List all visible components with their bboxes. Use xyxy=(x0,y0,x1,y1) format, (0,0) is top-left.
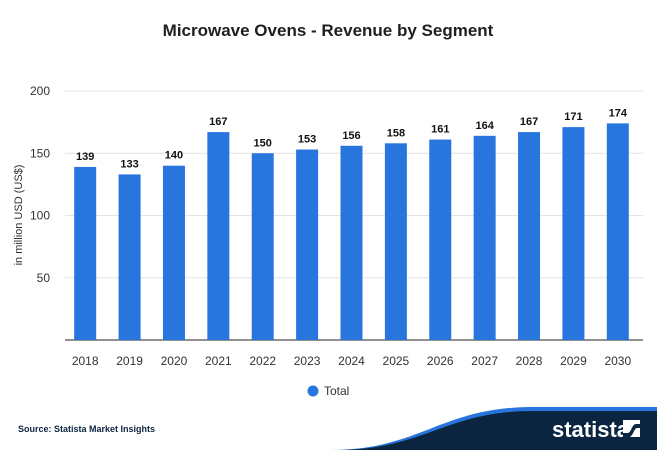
x-tick-label: 2025 xyxy=(383,354,410,368)
data-label: 140 xyxy=(165,150,183,162)
svg-text:statista: statista xyxy=(552,417,630,442)
y-tick-label: 150 xyxy=(30,146,50,160)
bar xyxy=(296,149,319,340)
x-tick-label: 2030 xyxy=(604,354,631,368)
y-tick-label: 100 xyxy=(30,209,50,223)
x-tick-label: 2023 xyxy=(294,354,321,368)
data-label: 150 xyxy=(254,137,272,149)
bar xyxy=(251,153,274,340)
x-tick-label: 2018 xyxy=(72,354,99,368)
bar xyxy=(518,132,541,340)
x-tick-label: 2021 xyxy=(205,354,232,368)
legend-marker-total xyxy=(307,385,319,397)
chart-title: Microwave Ovens - Revenue by Segment xyxy=(163,21,494,40)
bar xyxy=(429,139,452,340)
bar xyxy=(207,132,230,340)
bar xyxy=(74,166,97,340)
y-tick-label: 200 xyxy=(30,84,50,98)
data-label: 139 xyxy=(76,151,94,163)
data-label: 153 xyxy=(298,134,316,146)
data-label: 167 xyxy=(520,116,538,128)
y-axis-ticks: 50 100 150 200 xyxy=(30,84,50,285)
source-text: Source: Statista Market Insights xyxy=(18,424,155,434)
x-tick-label: 2027 xyxy=(471,354,498,368)
data-label: 133 xyxy=(120,158,138,170)
bar xyxy=(562,127,585,340)
data-label: 174 xyxy=(609,107,628,119)
y-axis-label: in million USD (US$) xyxy=(13,165,25,266)
x-tick-label: 2026 xyxy=(427,354,454,368)
bar xyxy=(118,174,141,340)
x-tick-label: 2020 xyxy=(161,354,188,368)
x-tick-label: 2029 xyxy=(560,354,587,368)
x-tick-label: 2019 xyxy=(116,354,143,368)
data-label: 161 xyxy=(431,124,449,136)
data-label: 156 xyxy=(342,130,360,142)
x-tick-label: 2028 xyxy=(516,354,543,368)
legend[interactable]: Total xyxy=(307,384,350,398)
bar xyxy=(340,145,363,340)
data-label: 167 xyxy=(209,116,227,128)
data-label: 164 xyxy=(475,120,494,132)
bar xyxy=(384,143,407,340)
bar xyxy=(473,135,496,340)
x-tick-label: 2024 xyxy=(338,354,365,368)
data-label: 171 xyxy=(564,111,582,123)
x-tick-label: 2022 xyxy=(249,354,276,368)
legend-label-total: Total xyxy=(324,384,349,398)
bar xyxy=(606,123,629,341)
y-tick-label: 50 xyxy=(37,271,51,285)
bar xyxy=(162,165,185,340)
bars: 139 133 140 167 150 153 156 158 161 164 167 171 174 xyxy=(74,107,629,341)
x-axis-ticks: 2018 2019 2020 2021 2022 2023 2024 2025 2026 2027… xyxy=(72,354,632,368)
statista-logo: statista xyxy=(330,407,657,450)
data-label: 158 xyxy=(387,127,405,139)
